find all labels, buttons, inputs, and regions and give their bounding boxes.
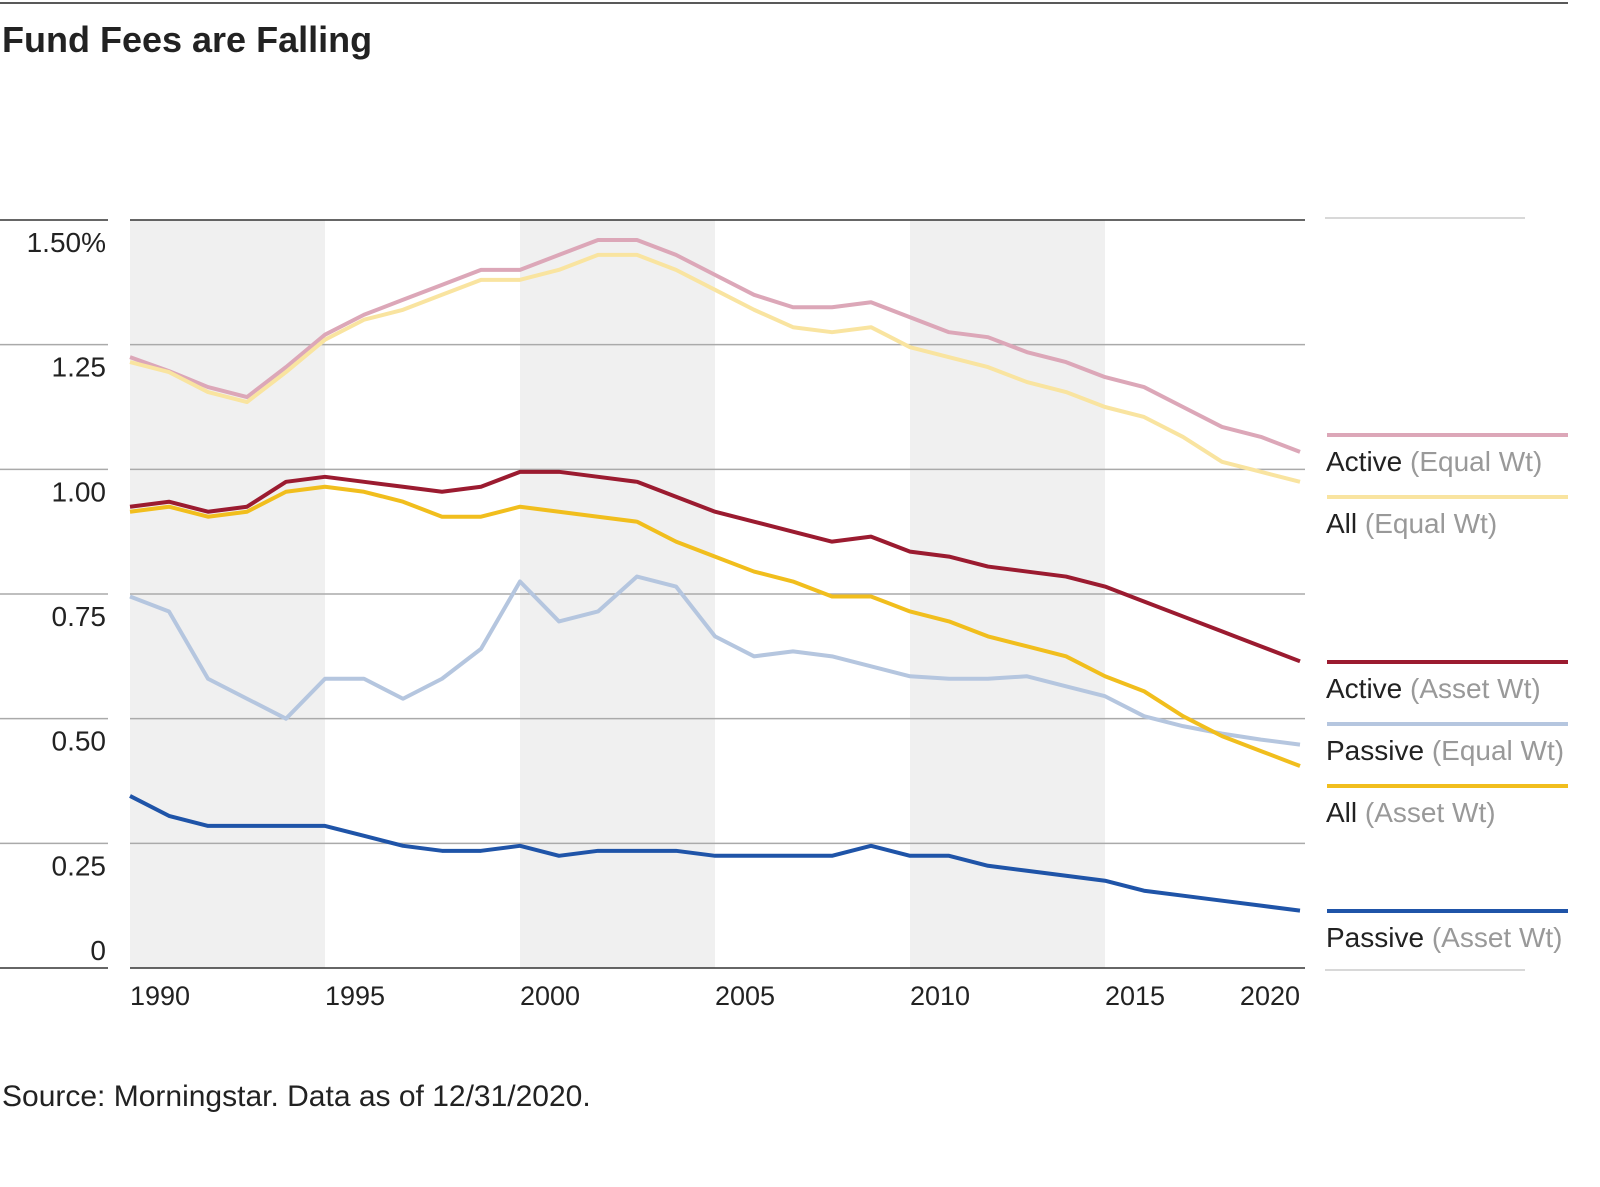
series-line	[129, 237, 1301, 454]
legend-label: Active (Asset Wt)	[1326, 673, 1541, 704]
series-line	[129, 252, 1301, 484]
y-tick-label: 1.50%	[27, 227, 106, 258]
x-tick-label: 2015	[1105, 981, 1165, 1011]
series-line	[129, 484, 1301, 768]
source-note: Source: Morningstar. Data as of 12/31/20…	[2, 1080, 591, 1113]
x-tick-label: 2020	[1240, 981, 1300, 1011]
series-line	[129, 794, 1301, 913]
legend-label: Passive (Equal Wt)	[1326, 735, 1564, 766]
legend-label: Passive (Asset Wt)	[1326, 922, 1563, 953]
legend-label: All (Equal Wt)	[1326, 508, 1497, 539]
chart-title: Fund Fees are Falling	[2, 19, 372, 60]
y-tick-label: 1.25	[52, 352, 107, 383]
y-tick-label: 0.50	[52, 726, 107, 757]
x-tick-label: 2005	[715, 981, 775, 1011]
legend-label: Active (Equal Wt)	[1326, 446, 1542, 477]
x-tick-label: 1995	[325, 981, 385, 1011]
legend-label: All (Asset Wt)	[1326, 797, 1496, 828]
y-tick-label: 0.25	[52, 850, 107, 881]
series-line	[129, 574, 1301, 747]
series-line	[129, 469, 1301, 664]
x-tick-label: 1990	[130, 981, 190, 1011]
y-tick-label: 0.75	[52, 601, 107, 632]
x-tick-label: 2010	[910, 981, 970, 1011]
x-tick-label: 2000	[520, 981, 580, 1011]
y-tick-label: 1.00	[52, 476, 107, 507]
y-tick-label: 0	[90, 935, 106, 966]
